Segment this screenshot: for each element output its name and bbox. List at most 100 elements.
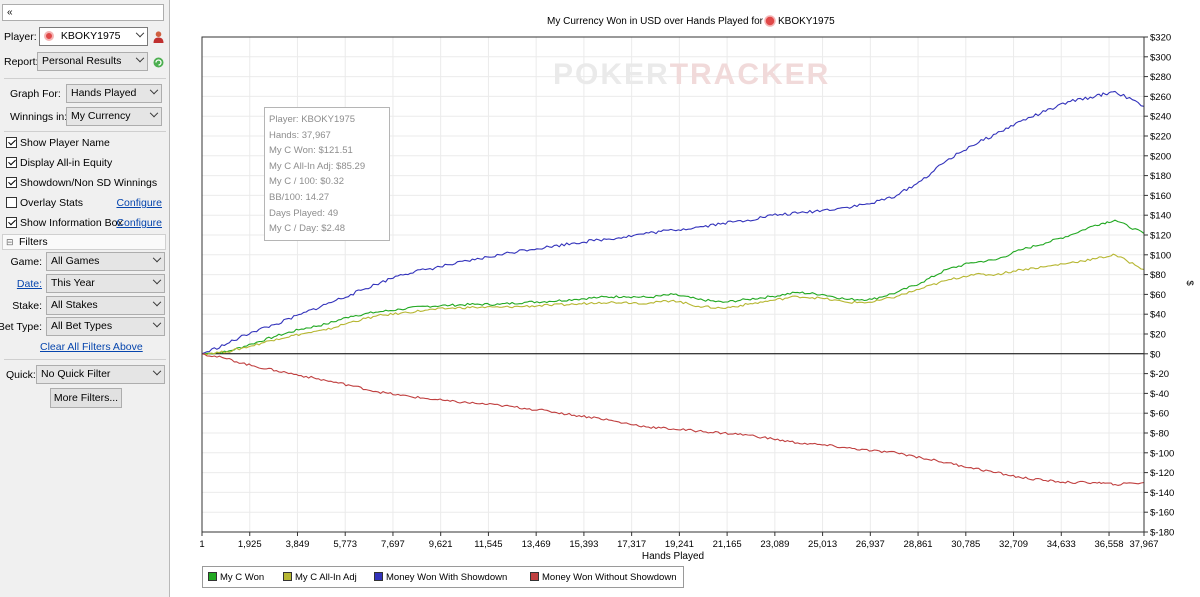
checkbox-label: Show Information Box — [20, 217, 123, 229]
chevron-down-icon — [149, 108, 159, 118]
y-tick-label: $180 — [1150, 171, 1171, 182]
refresh-icon[interactable] — [153, 57, 164, 68]
player-row: Player: KBOKY1975 — [0, 27, 170, 47]
quick-filter-select[interactable]: No Quick Filter — [36, 365, 165, 384]
info-my-c-per-100: My C / 100: $0.32 — [269, 176, 344, 188]
x-tick-label: 30,785 — [951, 539, 980, 550]
plot-frame — [201, 36, 1145, 533]
legend-swatch — [283, 572, 292, 581]
showdown-winnings-checkbox[interactable]: Showdown/Non SD Winnings — [6, 174, 166, 192]
y-tick-label: $-140 — [1150, 488, 1174, 499]
graph-for-row: Graph For: Hands Played — [0, 84, 170, 104]
game-label: Game: — [10, 256, 42, 268]
y-tick-label: $0 — [1150, 349, 1161, 360]
x-tick-label: 32,709 — [999, 539, 1028, 550]
quick-row: Quick: No Quick Filter — [0, 365, 170, 385]
left-panel: « Player: KBOKY1975 Report: Personal Res… — [0, 0, 170, 597]
x-tick-label: 19,241 — [665, 539, 694, 550]
divider — [4, 78, 166, 79]
more-filters-button[interactable]: More Filters... — [50, 388, 122, 408]
game-select[interactable]: All Games — [46, 252, 165, 271]
y-tick-label: $20 — [1150, 330, 1166, 341]
overlay-stats-configure-link[interactable]: Configure — [116, 197, 162, 209]
player-select[interactable]: KBOKY1975 — [39, 27, 148, 46]
date-row: Date: This Year — [0, 274, 170, 294]
show-information-box-checkbox[interactable]: Show Information Box Configure — [6, 214, 166, 232]
report-value: Personal Results — [42, 55, 122, 67]
y-tick-label: $-120 — [1150, 468, 1174, 479]
y-axis-title: $ — [1184, 280, 1195, 286]
chart-title: My Currency Won in USD over Hands Played… — [547, 16, 764, 27]
clear-filters-link[interactable]: Clear All Filters Above — [40, 341, 143, 353]
x-tick-label: 17,317 — [617, 539, 646, 550]
checkbox-box[interactable] — [6, 137, 17, 148]
collapse-filters-icon[interactable]: ⊟ — [6, 237, 14, 247]
legend-swatch — [374, 572, 383, 581]
x-tick-label: 1,925 — [238, 539, 262, 550]
player-value: KBOKY1975 — [60, 30, 121, 42]
y-tick-label: $320 — [1150, 33, 1171, 44]
legend-item-showdown[interactable]: Money Won With Showdown — [374, 572, 507, 584]
checkbox-label: Display All-in Equity — [20, 157, 113, 169]
x-tick-label: 3,849 — [286, 539, 310, 550]
checkbox-box[interactable] — [6, 157, 17, 168]
chevron-down-icon — [135, 53, 145, 63]
legend-label: Money Won Without Showdown — [542, 572, 677, 583]
legend-swatch — [208, 572, 217, 581]
x-tick-label: 36,558 — [1095, 539, 1124, 550]
checkbox-box[interactable] — [6, 177, 17, 188]
report-row: Report: Personal Results — [0, 52, 170, 72]
filters-header[interactable]: ⊟ Filters — [2, 234, 166, 250]
x-tick-label: 11,545 — [474, 539, 502, 550]
checkbox-box[interactable] — [6, 217, 17, 228]
x-axis-title: Hands Played — [642, 551, 704, 562]
info-box-configure-link[interactable]: Configure — [116, 217, 162, 229]
date-label[interactable]: Date: — [16, 278, 42, 290]
x-tick-label: 28,861 — [904, 539, 933, 550]
y-tick-label: $160 — [1150, 191, 1171, 202]
graph-for-label: Graph For: — [10, 88, 61, 100]
x-tick-label: 1 — [199, 539, 204, 550]
x-tick-label: 7,697 — [381, 539, 405, 550]
watermark-part1: POKER — [553, 58, 670, 91]
game-value: All Games — [51, 255, 100, 267]
x-tick-label: 34,633 — [1047, 539, 1076, 550]
game-row: Game: All Games — [0, 252, 170, 272]
info-hands: Hands: 37,967 — [269, 129, 331, 141]
winnings-in-label: Winnings in: — [10, 111, 68, 123]
legend-item-non-showdown[interactable]: Money Won Without Showdown — [530, 572, 676, 584]
overlay-stats-checkbox[interactable]: Overlay Stats Configure — [6, 194, 166, 212]
date-select[interactable]: This Year — [46, 274, 165, 293]
winnings-in-select[interactable]: My Currency — [66, 107, 162, 126]
bet-type-select[interactable]: All Bet Types — [46, 317, 165, 336]
poker-chip-icon — [44, 31, 54, 41]
legend-item-all-in-adj[interactable]: My C All-In Adj — [283, 572, 357, 584]
bet-type-row: Bet Type: All Bet Types — [0, 317, 170, 337]
information-box: Player: KBOKY1975 Hands: 37,967 My C Won… — [264, 107, 390, 241]
display-all-in-equity-checkbox[interactable]: Display All-in Equity — [6, 154, 166, 172]
chevron-down-icon — [149, 85, 159, 95]
x-tick-label: 21,165 — [713, 539, 742, 550]
report-select[interactable]: Personal Results — [37, 52, 148, 71]
y-tick-label: $-60 — [1150, 409, 1169, 420]
y-tick-label: $260 — [1150, 92, 1171, 103]
stake-select[interactable]: All Stakes — [46, 296, 165, 315]
pokertracker-watermark: POKERTRACKER — [553, 58, 830, 92]
checkbox-label: Overlay Stats — [20, 197, 84, 209]
collapse-panel-button[interactable]: « — [7, 7, 13, 18]
divider — [4, 359, 166, 360]
bet-type-value: All Bet Types — [51, 320, 113, 332]
legend-item-my-c-won[interactable]: My C Won — [208, 572, 264, 584]
show-player-name-checkbox[interactable]: Show Player Name — [6, 134, 166, 152]
y-tick-label: $-40 — [1150, 389, 1169, 400]
chevron-down-icon — [152, 275, 162, 285]
checkbox-label: Show Player Name — [20, 137, 110, 149]
person-icon[interactable] — [153, 31, 164, 43]
y-tick-label: $-20 — [1150, 369, 1169, 380]
checkbox-box[interactable] — [6, 197, 17, 208]
x-tick-label: 5,773 — [333, 539, 357, 550]
y-tick-label: $60 — [1150, 290, 1166, 301]
watermark-part2: TRACKER — [669, 58, 831, 91]
y-tick-label: $-160 — [1150, 508, 1174, 519]
graph-for-select[interactable]: Hands Played — [66, 84, 162, 103]
